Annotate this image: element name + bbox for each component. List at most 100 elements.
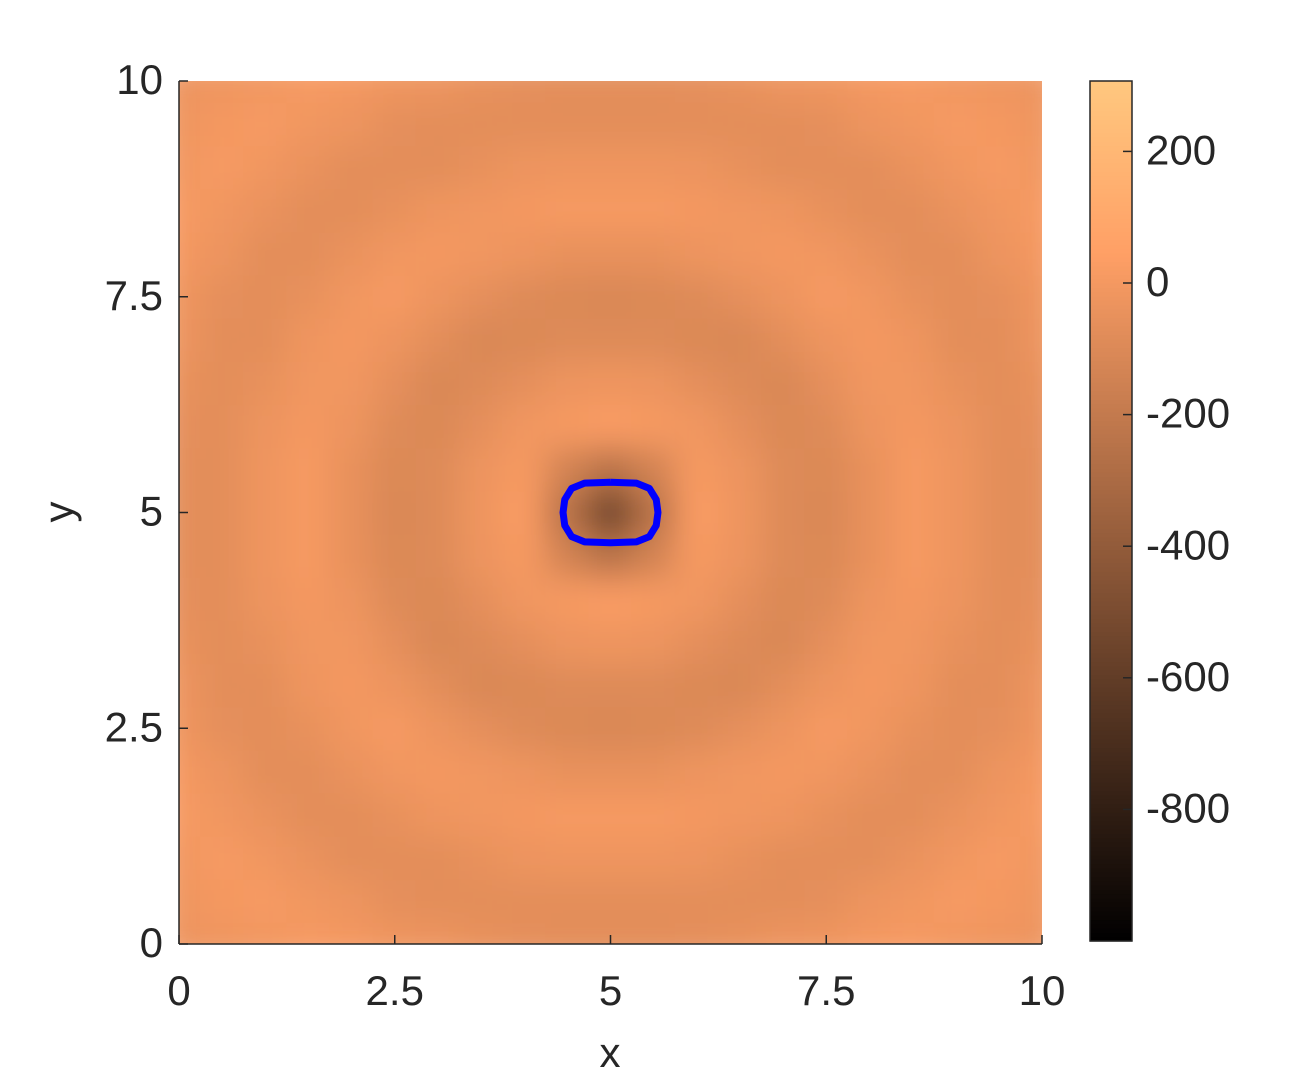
colorbar-segment <box>1090 777 1132 783</box>
colorbar-segment <box>1090 124 1132 129</box>
field-cell <box>329 404 374 449</box>
field-cell <box>372 231 417 276</box>
colorbar-segment <box>1090 829 1132 835</box>
colorbar-segment <box>1090 764 1132 770</box>
field-cell <box>286 317 331 362</box>
colorbar-segment <box>1090 644 1132 650</box>
field-cell <box>243 317 288 362</box>
colorbar-segment <box>1090 519 1132 525</box>
colorbar-segment <box>1090 347 1132 353</box>
colorbar-segment <box>1090 227 1132 233</box>
colorbar-segment <box>1090 244 1132 250</box>
field-cell <box>761 663 806 708</box>
field-cell <box>674 878 719 923</box>
field-cell <box>243 231 288 276</box>
field-cell <box>847 835 892 880</box>
field-cell <box>674 619 719 665</box>
field-cell <box>200 145 245 190</box>
field-cell <box>890 102 935 147</box>
field-cell <box>1019 663 1042 708</box>
colorbar-segment <box>1090 425 1132 430</box>
colorbar-segment <box>1090 541 1132 546</box>
colorbar-segment <box>1090 588 1132 594</box>
colorbar-tick-label: 0 <box>1146 258 1169 305</box>
colorbar-tick-label: -200 <box>1146 390 1230 437</box>
colorbar-segment <box>1090 240 1132 245</box>
field-cell <box>804 490 849 535</box>
field-cell <box>933 81 978 104</box>
field-cell <box>243 81 288 104</box>
field-cell <box>588 102 633 147</box>
field-cell <box>717 102 763 147</box>
colorbar-segment <box>1090 502 1132 508</box>
field-cell <box>933 447 978 492</box>
field-cell <box>761 274 806 319</box>
colorbar-segment <box>1090 609 1132 615</box>
colorbar-segment <box>1090 842 1132 847</box>
field-cell <box>545 706 590 751</box>
field-cell <box>458 188 504 233</box>
field-cell <box>933 231 978 276</box>
colorbar-segment <box>1090 670 1132 675</box>
field-cell <box>372 188 417 233</box>
field-cell <box>847 231 892 276</box>
field-cell <box>179 317 202 362</box>
colorbar-segment <box>1090 738 1132 744</box>
field-cell <box>847 490 892 535</box>
colorbar-segment <box>1090 386 1132 392</box>
colorbar-segment <box>1090 575 1132 581</box>
field-cell <box>458 706 504 751</box>
field-cell <box>631 274 676 319</box>
colorbar-segment <box>1090 356 1132 362</box>
colorbar-segment <box>1090 468 1132 473</box>
field-cell <box>458 878 504 923</box>
field-cell <box>372 663 417 708</box>
field-cell <box>200 490 245 535</box>
field-cell <box>329 447 374 492</box>
field-cell <box>458 792 504 837</box>
field-cell <box>200 188 245 233</box>
field-cell <box>179 576 202 621</box>
field-cell <box>243 447 288 492</box>
field-cell <box>179 404 202 449</box>
field-cell <box>674 81 719 104</box>
field-cell <box>286 102 331 147</box>
field-cell <box>200 317 245 362</box>
field-cell <box>502 317 547 362</box>
field-cell <box>458 274 504 319</box>
field-cell <box>976 360 1021 406</box>
field-cell <box>976 835 1021 880</box>
colorbar-segment <box>1090 412 1132 417</box>
colorbar-segment <box>1090 442 1132 448</box>
colorbar-segment <box>1090 713 1132 718</box>
colorbar-segment <box>1090 597 1132 602</box>
field-cell <box>976 102 1021 147</box>
field-cell <box>372 274 417 319</box>
field-cell <box>243 533 288 578</box>
plot-area <box>179 81 1042 944</box>
colorbar-segment <box>1090 154 1132 159</box>
colorbar-segment <box>1090 803 1132 809</box>
field-cell <box>243 663 288 708</box>
field-cell <box>976 792 1021 837</box>
field-cell <box>179 145 202 190</box>
field-cell <box>890 749 935 794</box>
field-cell <box>458 231 504 276</box>
field-cell <box>976 921 1021 944</box>
field-cell <box>329 835 374 880</box>
colorbar-segment <box>1090 695 1132 701</box>
field-cell <box>976 231 1021 276</box>
colorbar-segment <box>1090 700 1132 706</box>
colorbar-segment <box>1090 184 1132 190</box>
field-cell <box>1019 749 1042 794</box>
field-cell <box>200 749 245 794</box>
field-cell <box>933 835 978 880</box>
field-cell <box>243 878 288 923</box>
field-cell <box>372 490 417 535</box>
field-cell <box>631 145 676 190</box>
field-cell <box>890 792 935 837</box>
colorbar-segment <box>1090 902 1132 908</box>
colorbar-segment <box>1090 751 1132 757</box>
colorbar-segment <box>1090 790 1132 796</box>
field-cell <box>933 145 978 190</box>
